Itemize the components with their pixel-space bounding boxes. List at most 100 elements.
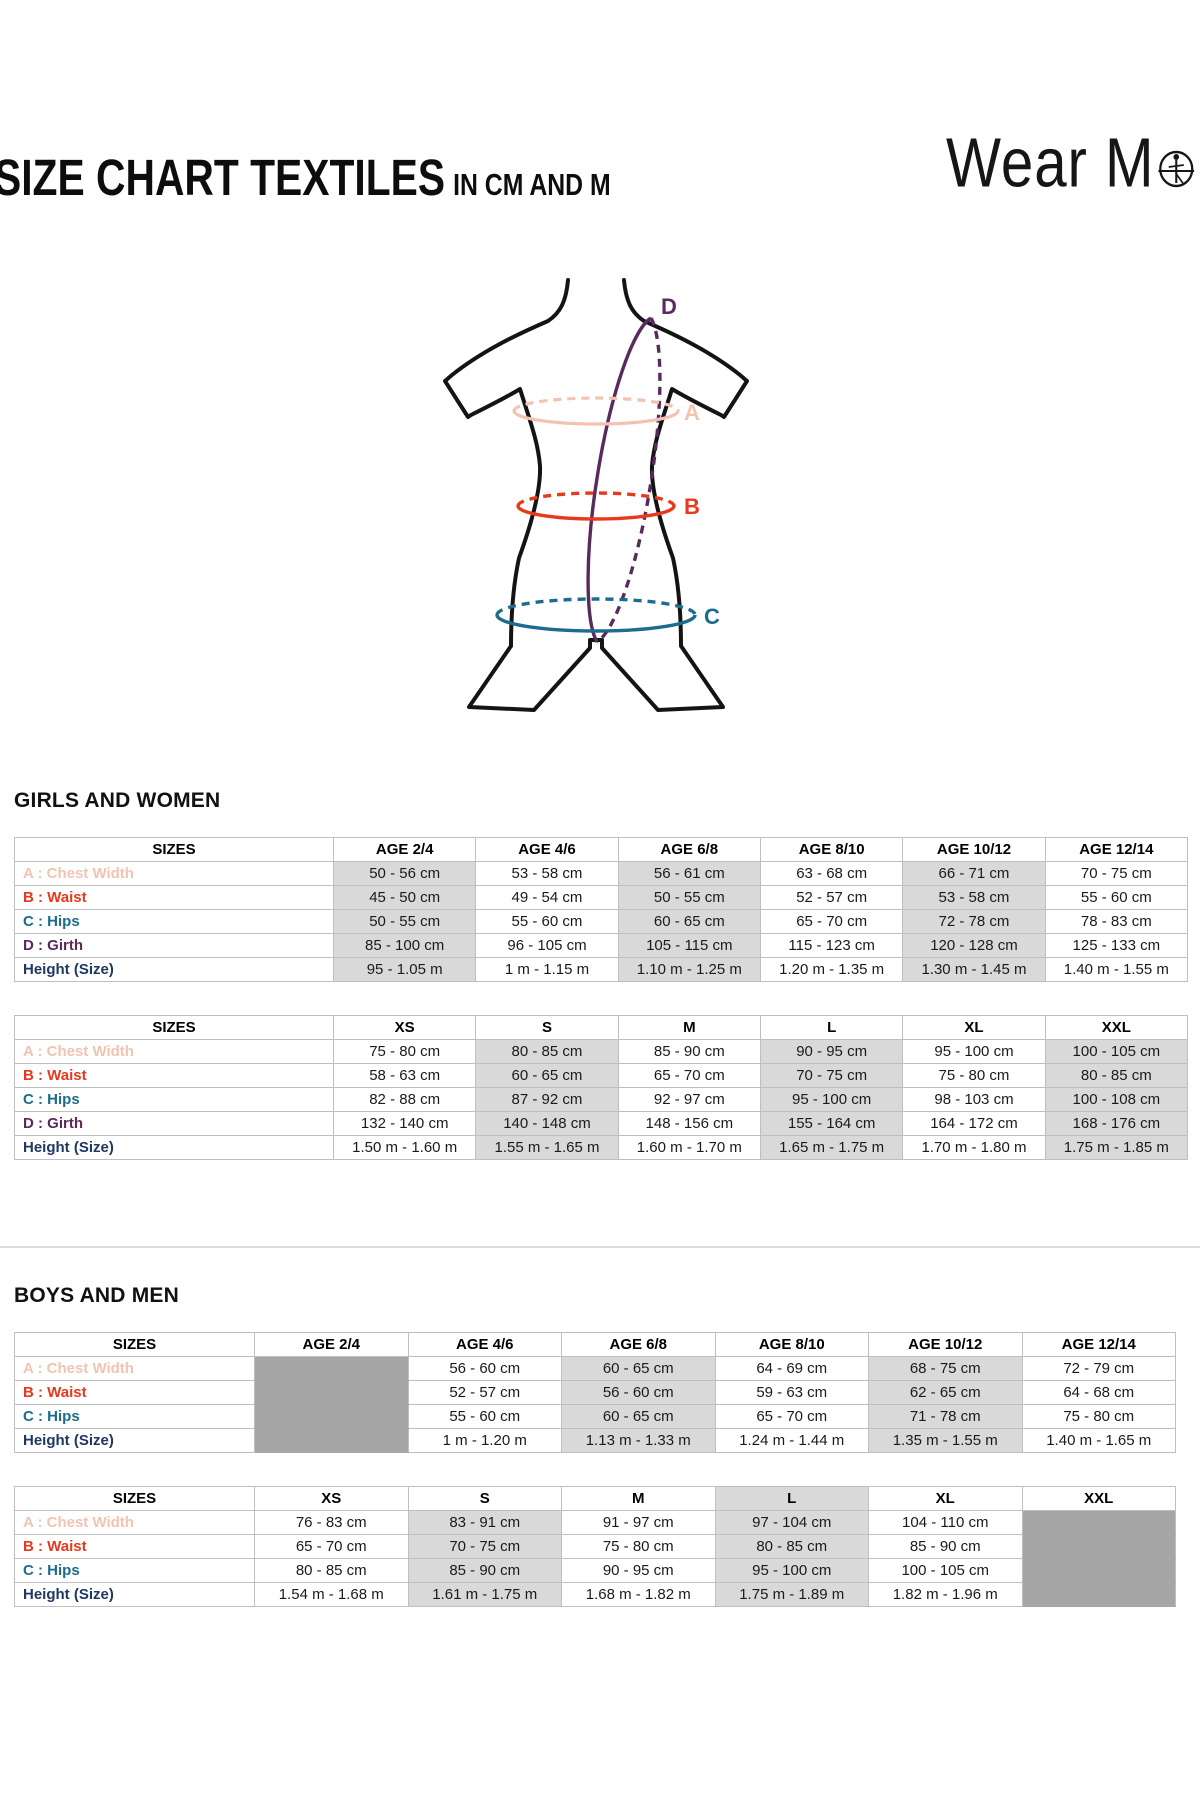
- column-header: XS: [254, 1486, 409, 1511]
- section-divider: [0, 1246, 1200, 1248]
- waist-measure-label: B: [684, 494, 700, 519]
- size-cell: 62 - 65 cm: [868, 1380, 1023, 1405]
- size-cell: 53 - 58 cm: [475, 861, 619, 886]
- size-cell: 64 - 69 cm: [714, 1356, 869, 1381]
- size-cell: 83 - 91 cm: [407, 1510, 562, 1535]
- size-cell: 168 - 176 cm: [1044, 1111, 1189, 1136]
- size-cell: 65 - 70 cm: [759, 909, 904, 934]
- girth-loop-dashed: [596, 317, 662, 644]
- size-cell: 80 - 85 cm: [1044, 1063, 1189, 1088]
- table-row-hips: C : Hips 55 - 60 cm 60 - 65 cm 65 - 70 cm 71…: [14, 1404, 1176, 1429]
- page-title-main: SIZE CHART TEXTILES: [0, 149, 446, 206]
- size-cell: [254, 1428, 409, 1453]
- size-cell: 85 - 100 cm: [332, 933, 477, 958]
- size-cell: 1.35 m - 1.55 m: [868, 1428, 1023, 1453]
- table-row-chest: A : Chest Width 56 - 60 cm 60 - 65 cm 64 - …: [14, 1356, 1176, 1381]
- size-cell: 70 - 75 cm: [407, 1534, 562, 1559]
- size-cell: 95 - 100 cm: [714, 1558, 869, 1583]
- size-cell: 70 - 75 cm: [759, 1063, 904, 1088]
- size-cell: 100 - 105 cm: [1044, 1039, 1189, 1064]
- size-cell: 105 - 115 cm: [617, 933, 761, 958]
- size-cell: 148 - 156 cm: [617, 1111, 761, 1136]
- size-cell: 1.70 m - 1.80 m: [902, 1135, 1046, 1160]
- size-cell: 60 - 65 cm: [617, 909, 761, 934]
- size-cell: 95 - 100 cm: [902, 1039, 1046, 1064]
- size-cell: [1021, 1558, 1176, 1583]
- size-cell: 164 - 172 cm: [902, 1111, 1046, 1136]
- column-header: AGE 10/12: [902, 837, 1046, 862]
- row-label-girth: D : Girth: [14, 1111, 334, 1136]
- table-row-height: Height (Size) 1 m - 1.20 m 1.13 m - 1.33 m…: [14, 1428, 1176, 1453]
- size-cell: 1.82 m - 1.96 m: [868, 1582, 1023, 1607]
- column-header: XL: [902, 1015, 1046, 1040]
- size-cell: 96 - 105 cm: [475, 933, 619, 958]
- size-cell: 1.40 m - 1.65 m: [1021, 1428, 1176, 1453]
- size-cell: 1.65 m - 1.75 m: [759, 1135, 904, 1160]
- size-cell: 104 - 110 cm: [868, 1510, 1023, 1535]
- size-cell: 78 - 83 cm: [1044, 909, 1189, 934]
- size-cell: 1.75 m - 1.89 m: [714, 1582, 869, 1607]
- size-cell: 1 m - 1.20 m: [407, 1428, 562, 1453]
- sizes-header: SIZES: [14, 1015, 334, 1040]
- sizes-header: SIZES: [14, 1332, 255, 1357]
- size-cell: 56 - 60 cm: [407, 1356, 562, 1381]
- page-title-units: IN CM AND M: [453, 167, 611, 202]
- brand-logo: Wear M i: [946, 125, 1200, 202]
- size-cell: 1.68 m - 1.82 m: [561, 1582, 716, 1607]
- column-header: AGE 10/12: [868, 1332, 1023, 1357]
- size-cell: 85 - 90 cm: [617, 1039, 761, 1064]
- size-cell: 71 - 78 cm: [868, 1404, 1023, 1429]
- row-label-hips: C : Hips: [14, 1087, 334, 1112]
- row-label-waist: B : Waist: [14, 1063, 334, 1088]
- size-cell: 50 - 55 cm: [617, 885, 761, 910]
- chest-ellipse-back: [512, 396, 680, 412]
- size-cell: 80 - 85 cm: [714, 1534, 869, 1559]
- column-header: M: [561, 1486, 716, 1511]
- row-label-waist: B : Waist: [14, 1380, 255, 1405]
- size-cell: 60 - 65 cm: [561, 1356, 716, 1381]
- table-row-chest: A : Chest Width 50 - 56 cm 53 - 58 cm 56 - …: [14, 861, 1189, 886]
- size-cell: 52 - 57 cm: [407, 1380, 562, 1405]
- size-cell: 80 - 85 cm: [254, 1558, 409, 1583]
- girth-measure-label: D: [661, 294, 677, 319]
- row-label-height: Height (Size): [14, 957, 334, 982]
- size-cell: 155 - 164 cm: [759, 1111, 904, 1136]
- size-table-girls-and-women-0: SIZES AGE 2/4 AGE 4/6 AGE 6/8 AGE 8/10 AGE 10…: [14, 837, 1189, 982]
- row-label-waist: B : Waist: [14, 1534, 255, 1559]
- size-cell: 70 - 75 cm: [1044, 861, 1189, 886]
- table-row-waist: B : Waist 58 - 63 cm 60 - 65 cm 65 - 70 cm 7…: [14, 1063, 1189, 1088]
- column-header: M: [617, 1015, 761, 1040]
- column-header: S: [475, 1015, 619, 1040]
- row-label-chest: A : Chest Width: [14, 1039, 334, 1064]
- size-cell: 75 - 80 cm: [332, 1039, 477, 1064]
- size-cell: 58 - 63 cm: [332, 1063, 477, 1088]
- size-cell: 1.40 m - 1.55 m: [1044, 957, 1189, 982]
- size-cell: 52 - 57 cm: [759, 885, 904, 910]
- table-row-waist: B : Waist 45 - 50 cm 49 - 54 cm 50 - 55 cm 5…: [14, 885, 1189, 910]
- size-cell: 90 - 95 cm: [759, 1039, 904, 1064]
- size-cell: 49 - 54 cm: [475, 885, 619, 910]
- size-cell: 59 - 63 cm: [714, 1380, 869, 1405]
- brand-text-suffix: i: [1198, 124, 1200, 204]
- size-cell: 97 - 104 cm: [714, 1510, 869, 1535]
- row-label-height: Height (Size): [14, 1135, 334, 1160]
- row-label-hips: C : Hips: [14, 1404, 255, 1429]
- column-header: AGE 4/6: [475, 837, 619, 862]
- column-header: AGE 4/6: [407, 1332, 562, 1357]
- row-label-chest: A : Chest Width: [14, 1510, 255, 1535]
- column-header: AGE 6/8: [617, 837, 761, 862]
- size-cell: 55 - 60 cm: [475, 909, 619, 934]
- sizes-header: SIZES: [14, 837, 334, 862]
- hips-measure-label: C: [704, 604, 720, 629]
- column-header: L: [714, 1486, 869, 1511]
- column-header: S: [407, 1486, 562, 1511]
- size-cell: [254, 1356, 409, 1381]
- column-header: AGE 12/14: [1044, 837, 1189, 862]
- row-label-waist: B : Waist: [14, 885, 334, 910]
- size-cell: 1 m - 1.15 m: [475, 957, 619, 982]
- table-row-height: Height (Size) 1.50 m - 1.60 m 1.55 m - 1.6…: [14, 1135, 1189, 1160]
- table-row-chest: A : Chest Width 75 - 80 cm 80 - 85 cm 85 - …: [14, 1039, 1189, 1064]
- size-cell: 1.10 m - 1.25 m: [617, 957, 761, 982]
